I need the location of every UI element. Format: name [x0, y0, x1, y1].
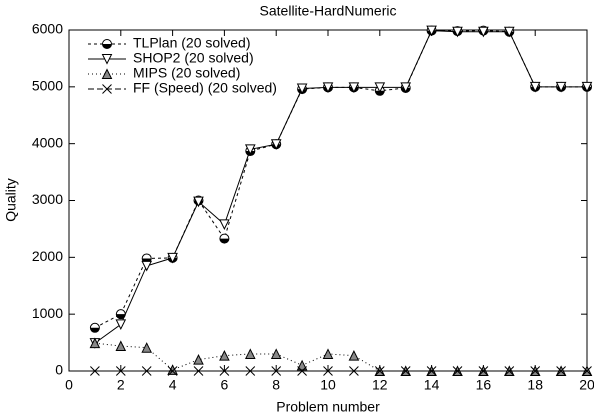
y-tick-label: 2000: [32, 248, 63, 264]
marker: [193, 196, 204, 208]
marker: [582, 366, 592, 376]
marker-part: [219, 238, 229, 244]
marker: [270, 348, 282, 359]
marker: [167, 366, 178, 376]
marker: [296, 359, 308, 371]
marker: [478, 366, 489, 376]
marker: [374, 82, 386, 94]
marker: [167, 364, 178, 375]
marker: [555, 81, 567, 93]
legend-label: SHOP2 (20 solved): [133, 50, 254, 66]
marker: [219, 350, 230, 361]
marker: [115, 340, 127, 351]
x-tick-label: 4: [169, 377, 177, 393]
marker: [141, 366, 152, 376]
marker: [503, 26, 515, 38]
marker: [323, 366, 333, 376]
legend-marker: [102, 39, 112, 49]
marker: [245, 366, 256, 376]
marker: [426, 25, 437, 37]
marker: [219, 233, 230, 244]
marker-part: [102, 44, 112, 49]
marker: [348, 82, 360, 94]
x-tick-label: 2: [117, 377, 125, 393]
x-axis-label: Problem number: [276, 399, 380, 415]
y-tick-label: 3000: [32, 191, 63, 207]
legend-marker: [101, 68, 113, 79]
marker: [400, 366, 411, 376]
marker: [167, 252, 178, 264]
marker: [141, 342, 153, 353]
y-tick-label: 6000: [32, 21, 63, 37]
marker: [529, 81, 541, 93]
y-axis-label: Quality: [3, 178, 19, 222]
y-tick-label: 0: [55, 362, 63, 378]
marker: [219, 366, 230, 376]
marker: [581, 81, 593, 93]
x-tick-label: 12: [372, 377, 388, 393]
marker: [244, 348, 256, 359]
y-tick-label: 5000: [32, 78, 63, 94]
marker-part: [116, 314, 126, 319]
marker: [193, 354, 204, 365]
marker: [270, 139, 282, 150]
marker: [193, 366, 204, 376]
marker: [400, 82, 412, 94]
marker: [115, 309, 126, 320]
marker-part: [90, 327, 100, 333]
marker: [556, 366, 566, 376]
marker: [244, 144, 256, 155]
marker: [219, 219, 230, 230]
x-tick-label: 10: [320, 377, 336, 393]
legend-label: FF (Speed) (20 solved): [133, 80, 277, 96]
marker: [115, 319, 127, 331]
marker: [348, 350, 360, 361]
marker: [426, 366, 437, 376]
x-tick-label: 16: [476, 377, 492, 393]
marker: [322, 82, 334, 94]
marker: [271, 366, 282, 376]
marker: [452, 366, 463, 376]
marker: [504, 366, 515, 376]
marker: [90, 366, 100, 376]
x-tick-label: 20: [579, 377, 594, 393]
marker: [374, 366, 385, 376]
marker: [349, 366, 359, 376]
x-tick-label: 18: [527, 377, 543, 393]
marker: [452, 26, 463, 38]
marker: [115, 366, 126, 376]
series-line: [94, 30, 587, 344]
marker: [322, 348, 334, 359]
marker: [297, 366, 307, 376]
marker: [89, 322, 100, 333]
x-tick-label: 6: [221, 377, 229, 393]
marker: [141, 260, 153, 272]
marker: [530, 366, 541, 376]
marker: [89, 337, 101, 349]
marker-part: [375, 90, 385, 96]
chart-title: Satellite-HardNumeric: [260, 3, 397, 19]
x-tick-label: 0: [65, 377, 73, 393]
y-tick-label: 4000: [32, 134, 63, 150]
x-tick-label: 14: [424, 377, 440, 393]
legend-marker: [101, 54, 113, 65]
legend-label: MIPS (20 solved): [133, 65, 240, 81]
y-tick-label: 1000: [32, 305, 63, 321]
legend-marker: [102, 84, 112, 94]
x-tick-label: 8: [272, 377, 280, 393]
legend-label: TLPlan (20 solved): [133, 35, 251, 51]
marker: [296, 83, 308, 95]
marker: [478, 26, 489, 38]
